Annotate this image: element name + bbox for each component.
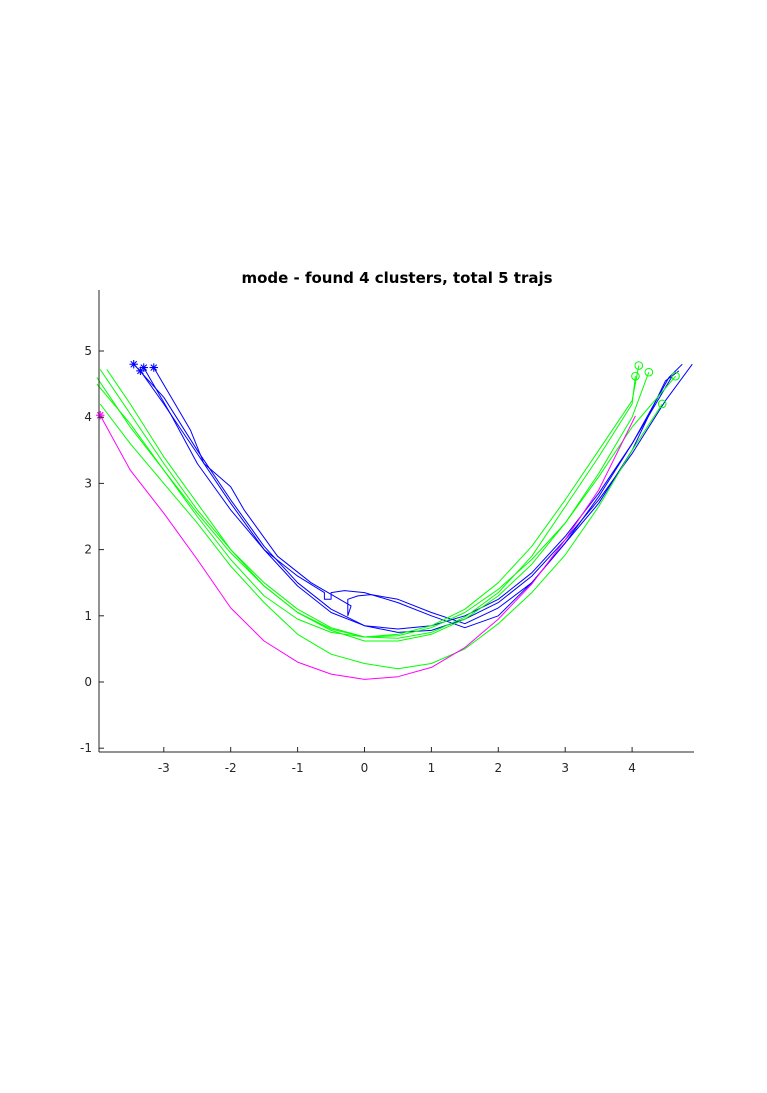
y-tick-label: 2 — [84, 543, 92, 557]
x-tick-label: -3 — [158, 761, 170, 775]
trajectory-line-3 — [133, 363, 693, 633]
x-tick-label: -2 — [225, 761, 237, 775]
end-marker-circle-5 — [631, 371, 640, 381]
y-tick-label: -1 — [80, 741, 92, 755]
start-marker-asterisk-10 — [96, 411, 105, 420]
asterisk-stroke — [150, 364, 158, 371]
end-marker-circle-6 — [634, 361, 644, 370]
plot-lines — [96, 363, 693, 680]
end-marker-circle-9 — [671, 371, 680, 381]
trajectory-line-5 — [99, 369, 636, 639]
y-tick-label: 5 — [84, 344, 92, 358]
trajectory-line-2 — [153, 367, 680, 625]
trajectory-line-8 — [99, 403, 663, 670]
y-tick-label: 1 — [84, 609, 92, 623]
x-tick-label: 2 — [494, 761, 502, 775]
end-marker-circle-7 — [644, 367, 654, 377]
asterisk-stroke — [137, 367, 144, 375]
y-tick-label: 0 — [84, 675, 92, 689]
chart-title: mode - found 4 clusters, total 5 trajs — [241, 269, 552, 287]
end-marker-circle-8 — [657, 399, 667, 409]
asterisk-stroke — [96, 411, 104, 419]
trajectory-line-4 — [139, 370, 673, 630]
trajectory-line-10 — [99, 414, 636, 680]
asterisk-stroke — [130, 360, 138, 368]
start-marker-asterisk-2 — [149, 363, 158, 372]
start-marker-asterisk-3 — [129, 360, 138, 369]
start-marker-asterisk-4 — [136, 366, 145, 376]
x-tick-label: 4 — [628, 761, 636, 775]
trajectory-line-6 — [106, 365, 640, 638]
axes: -3 -2 -1 0 1 2 3 4 -1 0 1 2 3 4 5 — [80, 290, 694, 775]
x-tick-label: 1 — [428, 761, 436, 775]
y-tick-label: 4 — [84, 410, 92, 424]
x-tick-label: -1 — [292, 761, 304, 775]
plot-markers — [96, 360, 680, 420]
x-tick-label: 0 — [361, 761, 369, 775]
x-tick-label: 3 — [561, 761, 569, 775]
trajectory-line-9 — [96, 375, 676, 638]
y-tick-label: 3 — [84, 476, 92, 490]
